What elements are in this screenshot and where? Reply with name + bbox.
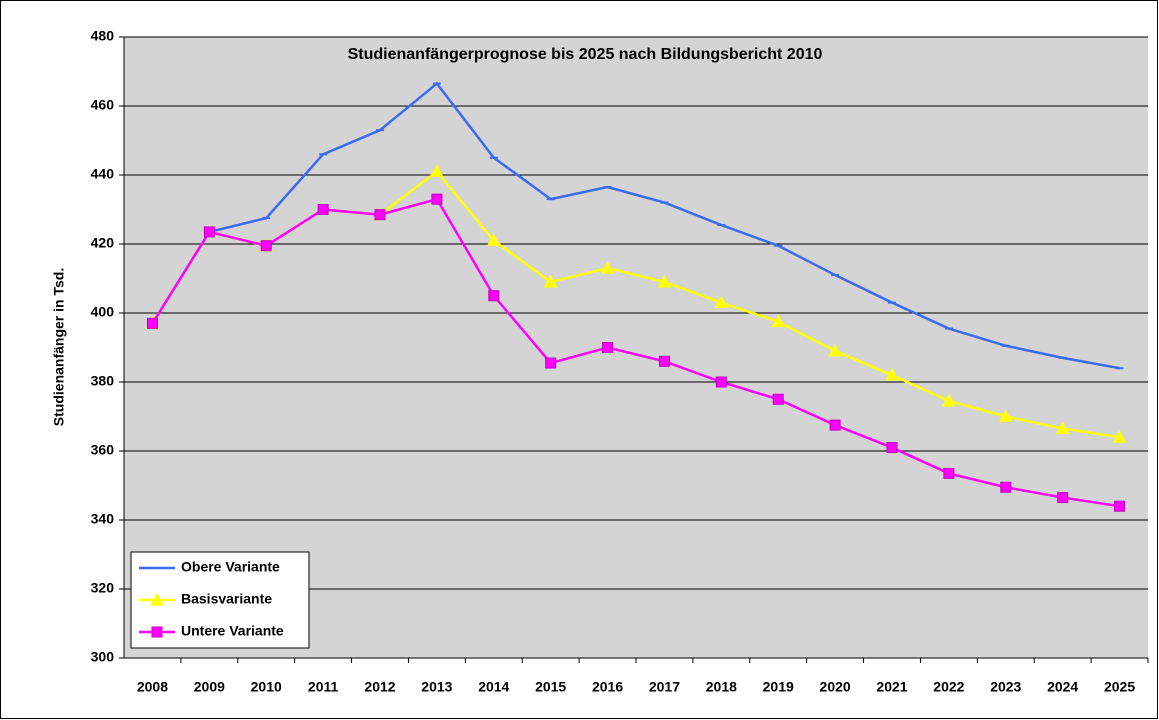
marker [151,626,163,638]
marker [260,240,272,252]
x-tick-label: 2014 [478,679,509,695]
chart-title: Studienanfängerprognose bis 2025 nach Bi… [348,46,823,63]
x-tick-label: 2023 [990,679,1021,695]
grid [119,36,1149,663]
marker [772,393,784,405]
legend-label: Obere Variante [181,559,280,575]
marker [1057,492,1069,504]
marker [486,233,501,247]
marker [600,261,615,274]
marker [203,226,215,238]
x-tick-label: 2017 [649,679,680,695]
marker [150,592,164,606]
marker [943,467,955,479]
y-tick-label: 480 [91,28,115,44]
x-tick-label: 2015 [535,679,566,695]
marker [886,442,898,454]
marker [146,317,158,329]
x-tick-label: 2018 [706,679,737,695]
y-tick-label: 320 [91,580,115,596]
marker [543,274,558,288]
y-tick-label: 420 [91,235,115,251]
marker [885,368,899,381]
x-tick-label: 2013 [421,679,452,695]
x-tick-label: 2008 [137,679,168,695]
x-tick-label: 2010 [251,679,282,695]
y-tick-label: 380 [91,373,115,389]
marker [374,209,386,221]
legend-label: Basisvariante [181,591,272,607]
x-tick-label: 2020 [820,679,851,695]
y-tick-label: 300 [91,649,115,665]
marker [430,164,444,178]
y-tick-label: 440 [91,166,115,182]
marker [715,376,727,388]
marker [942,393,956,407]
x-tick-label: 2021 [876,679,907,695]
y-tick-label: 400 [91,304,115,320]
marker [431,193,443,205]
marker [771,314,786,328]
marker [1112,430,1127,443]
x-tick-label: 2022 [933,679,964,695]
marker [828,343,842,357]
x-tick-label: 2025 [1104,679,1135,695]
marker [602,342,614,353]
y-tick-label: 460 [91,97,115,113]
x-tick-label: 2011 [308,679,339,695]
marker [1000,481,1012,493]
marker [317,204,329,215]
x-tick-label: 2012 [364,679,395,695]
marker [658,355,670,367]
marker [829,419,841,431]
marker [488,290,500,302]
series-line [151,81,1120,370]
y-tick-label: 360 [91,442,115,458]
y-axis-label: Studienanfänger in Tsd. [51,268,67,426]
series-line [151,197,1120,508]
y-tick-label: 340 [91,511,115,527]
x-tick-label: 2009 [194,679,225,695]
marker [714,295,729,309]
x-tick-label: 2016 [592,679,623,695]
marker [998,409,1013,422]
legend-label: Untere Variante [181,623,284,639]
legend: Obere Variante Basisvariante Untere Varian… [130,551,310,649]
marker [657,274,672,288]
lines [145,81,1127,512]
x-tick-label: 2024 [1047,679,1078,695]
x-tick-label: 2019 [763,679,794,695]
marker [1114,500,1126,512]
marker [545,357,557,369]
marker [1055,421,1070,435]
